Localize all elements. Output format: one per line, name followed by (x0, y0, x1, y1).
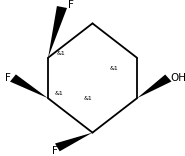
Text: F: F (52, 146, 58, 156)
Polygon shape (48, 6, 67, 58)
Text: &1: &1 (83, 96, 92, 101)
Text: &1: &1 (55, 91, 63, 96)
Text: F: F (5, 73, 11, 83)
Text: F: F (68, 0, 74, 10)
Polygon shape (137, 75, 171, 98)
Polygon shape (10, 74, 48, 98)
Text: &1: &1 (109, 66, 118, 71)
Polygon shape (55, 133, 92, 151)
Text: OH: OH (171, 73, 185, 83)
Text: &1: &1 (56, 51, 65, 56)
